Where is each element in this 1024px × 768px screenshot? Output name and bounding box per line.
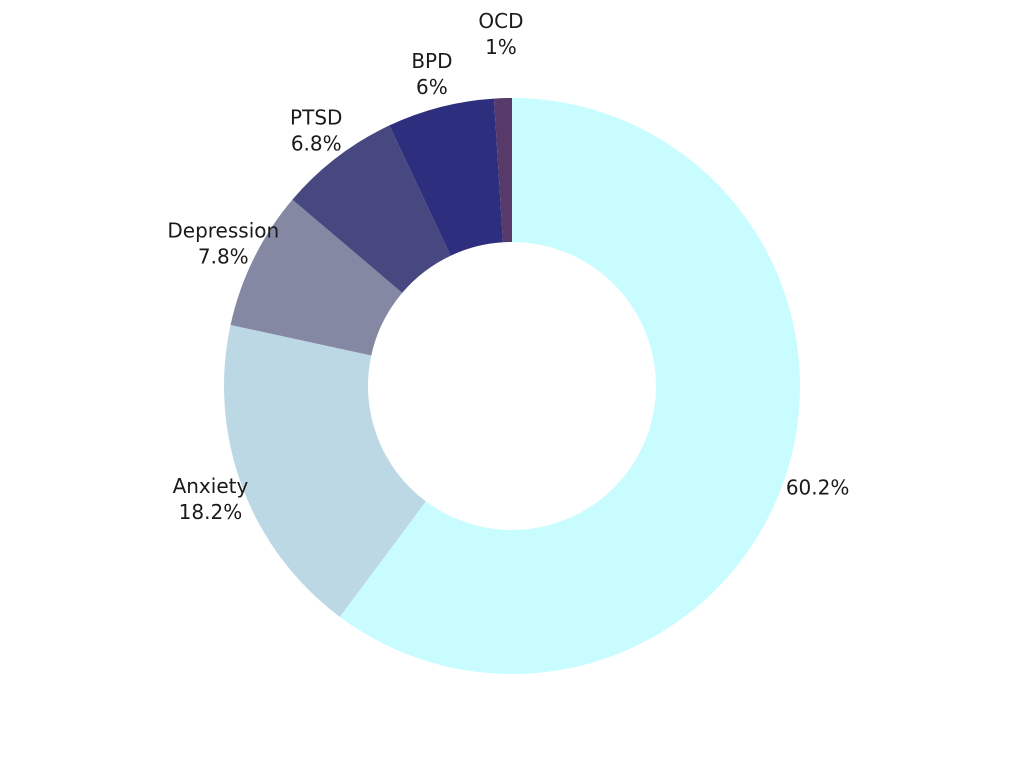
slice-value-label-ocd: 1% <box>485 35 517 59</box>
slice-value-label-ptsd: 6.8% <box>291 131 342 155</box>
slices-group <box>223 98 800 674</box>
slice-bpd <box>389 98 503 256</box>
slice-name-depression: Depression <box>167 218 279 242</box>
slice-ptsd <box>292 125 451 293</box>
slice-value-label-anxiety: 18.2% <box>179 500 243 524</box>
slice-name-anxiety: Anxiety <box>173 474 249 498</box>
slice-name-bpd: BPD <box>411 49 452 73</box>
slice-name-ptsd: PTSD <box>290 105 342 129</box>
slice-value-label-bpd: 6% <box>416 75 448 99</box>
slice-value-label-depression: 7.8% <box>198 244 249 268</box>
slice-anxiety <box>223 324 426 617</box>
slice-value-label-unlabeled: 60.2% <box>786 475 850 499</box>
slice-name-ocd: OCD <box>478 9 523 33</box>
slice-unlabeled <box>339 98 800 674</box>
slice-ocd <box>493 98 512 243</box>
slice-depression <box>230 199 403 356</box>
